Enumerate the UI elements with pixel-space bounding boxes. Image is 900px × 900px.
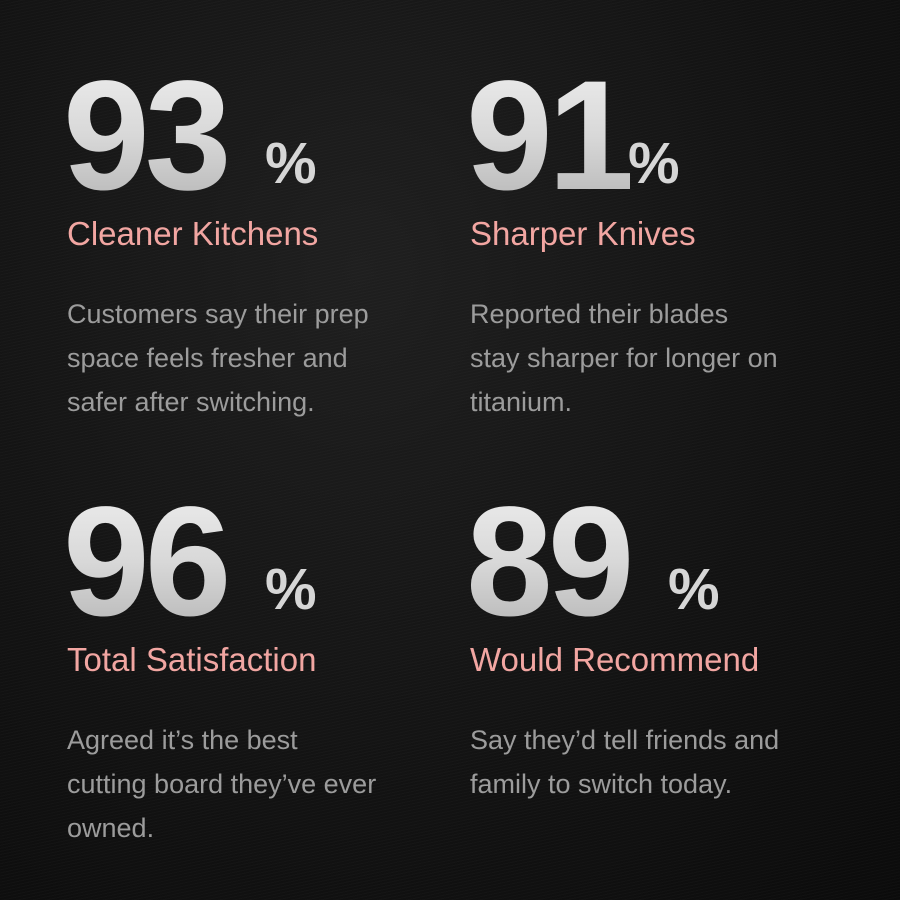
stat-number: 91% <box>466 58 850 214</box>
percent-sign: % <box>265 557 317 622</box>
stat-number: 89% <box>466 484 850 640</box>
percent-sign: % <box>668 557 720 622</box>
description-line: stay sharper for longer on <box>470 343 778 373</box>
stat-description: Reported their blades stay sharper for lo… <box>470 292 850 424</box>
description-line: Say they’d tell friends and <box>470 725 780 755</box>
stat-title: Sharper Knives <box>470 215 696 252</box>
description-line: safer after switching. <box>67 387 315 417</box>
stat-total-satisfaction: 96% Total Satisfaction Agreed it’s the b… <box>63 484 447 850</box>
stat-value: 89 <box>466 475 635 649</box>
stat-value: 91 <box>466 49 635 223</box>
description-line: Reported their blades <box>470 299 729 329</box>
stat-number: 93% <box>63 58 447 214</box>
stat-would-recommend: 89% Would Recommend Say they’d tell frie… <box>466 484 850 806</box>
stat-title: Cleaner Kitchens <box>67 215 319 252</box>
description-line: cutting board they’ve ever <box>67 769 377 799</box>
description-line: Customers say their prep <box>67 299 369 329</box>
description-line: titanium. <box>470 387 573 417</box>
stat-description: Customers say their prep space feels fres… <box>67 292 447 424</box>
description-line: Agreed it’s the best <box>67 725 298 755</box>
stat-description: Say they’d tell friends and family to swi… <box>470 718 850 806</box>
stat-description: Agreed it’s the best cutting board they’v… <box>67 718 447 850</box>
stat-title: Total Satisfaction <box>67 641 317 678</box>
stat-cleaner-kitchens: 93% Cleaner Kitchens Customers say their… <box>63 58 447 424</box>
stat-value: 96 <box>63 475 232 649</box>
stat-sharper-knives: 91% Sharper Knives Reported their blades… <box>466 58 850 424</box>
stat-title: Would Recommend <box>470 641 760 678</box>
percent-sign: % <box>265 131 317 196</box>
description-line: family to switch today. <box>470 769 733 799</box>
percent-sign: % <box>628 131 680 196</box>
stat-value: 93 <box>63 49 232 223</box>
stat-number: 96% <box>63 484 447 640</box>
description-line: space feels fresher and <box>67 343 348 373</box>
description-line: owned. <box>67 813 155 843</box>
